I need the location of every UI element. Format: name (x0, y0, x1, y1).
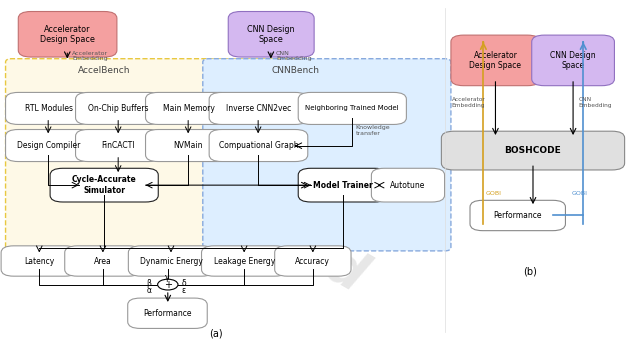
Text: CNN Design
Space: CNN Design Space (248, 25, 295, 44)
Text: (a): (a) (209, 328, 222, 339)
Text: (b): (b) (524, 266, 538, 276)
Text: Dynamic Energy: Dynamic Energy (140, 256, 203, 266)
FancyBboxPatch shape (209, 130, 308, 162)
Text: Performance: Performance (493, 211, 542, 220)
FancyBboxPatch shape (19, 12, 117, 57)
FancyBboxPatch shape (6, 92, 92, 124)
Text: Accelerator
Embedding: Accelerator Embedding (72, 50, 109, 61)
Text: CNN
Embedding: CNN Embedding (578, 97, 612, 108)
FancyBboxPatch shape (228, 12, 314, 57)
FancyBboxPatch shape (209, 92, 308, 124)
FancyBboxPatch shape (76, 130, 161, 162)
FancyBboxPatch shape (532, 35, 614, 86)
Text: GOBI: GOBI (572, 191, 588, 196)
Text: Cycle-Accurate
Simulator: Cycle-Accurate Simulator (72, 175, 136, 195)
FancyBboxPatch shape (65, 246, 141, 276)
Text: ε: ε (182, 286, 186, 295)
FancyBboxPatch shape (371, 168, 445, 202)
Text: Accuracy: Accuracy (296, 256, 330, 266)
Text: RTL Modules: RTL Modules (24, 104, 72, 113)
Text: Leakage Energy: Leakage Energy (214, 256, 275, 266)
Text: γ: γ (165, 273, 170, 282)
FancyBboxPatch shape (202, 246, 287, 276)
FancyBboxPatch shape (76, 92, 161, 124)
Text: AccelBench: AccelBench (78, 66, 131, 75)
Text: CNN Design
Space: CNN Design Space (550, 51, 596, 70)
FancyBboxPatch shape (50, 168, 158, 202)
Text: Area: Area (94, 256, 112, 266)
FancyBboxPatch shape (298, 168, 387, 202)
FancyBboxPatch shape (275, 246, 351, 276)
Text: CNN
Embedding: CNN Embedding (276, 50, 312, 61)
Text: Inverse CNN2vec: Inverse CNN2vec (226, 104, 291, 113)
FancyBboxPatch shape (298, 92, 406, 124)
Text: BOSHCODE: BOSHCODE (504, 146, 561, 155)
FancyBboxPatch shape (128, 298, 207, 328)
Text: Main Memory: Main Memory (163, 104, 214, 113)
Text: Accepted: Accepted (113, 119, 376, 301)
Text: Accelerator
Design Space: Accelerator Design Space (40, 25, 95, 44)
FancyBboxPatch shape (129, 246, 214, 276)
Text: Performance: Performance (143, 309, 192, 318)
Text: Knowledge
transfer: Knowledge transfer (355, 125, 390, 136)
Text: GOBI: GOBI (485, 191, 501, 196)
FancyBboxPatch shape (145, 92, 232, 124)
Text: β: β (147, 279, 151, 288)
Text: Model Trainer: Model Trainer (313, 181, 372, 190)
FancyBboxPatch shape (145, 130, 232, 162)
FancyBboxPatch shape (6, 130, 92, 162)
Text: On-Chip Buffers: On-Chip Buffers (88, 104, 148, 113)
Text: Latency: Latency (24, 256, 54, 266)
Text: +: + (164, 280, 172, 290)
Text: Accelerator
Design Space: Accelerator Design Space (470, 51, 522, 70)
Text: Neighboring Trained Model: Neighboring Trained Model (305, 105, 399, 112)
Text: NVMain: NVMain (173, 141, 204, 150)
Text: Design Compiler: Design Compiler (17, 141, 80, 150)
Text: α: α (146, 286, 151, 295)
Text: FinCACTI: FinCACTI (102, 141, 135, 150)
FancyBboxPatch shape (451, 35, 540, 86)
Text: CNNBench: CNNBench (271, 66, 319, 75)
FancyBboxPatch shape (442, 131, 625, 170)
FancyBboxPatch shape (470, 200, 566, 231)
Text: δ: δ (181, 279, 186, 288)
Text: Autotune: Autotune (390, 181, 426, 190)
FancyBboxPatch shape (6, 59, 298, 251)
Text: Compuational Graph: Compuational Graph (219, 141, 298, 150)
Circle shape (157, 279, 178, 290)
Text: Accelerator
Embedding: Accelerator Embedding (452, 97, 485, 108)
FancyBboxPatch shape (1, 246, 77, 276)
FancyBboxPatch shape (203, 59, 451, 251)
